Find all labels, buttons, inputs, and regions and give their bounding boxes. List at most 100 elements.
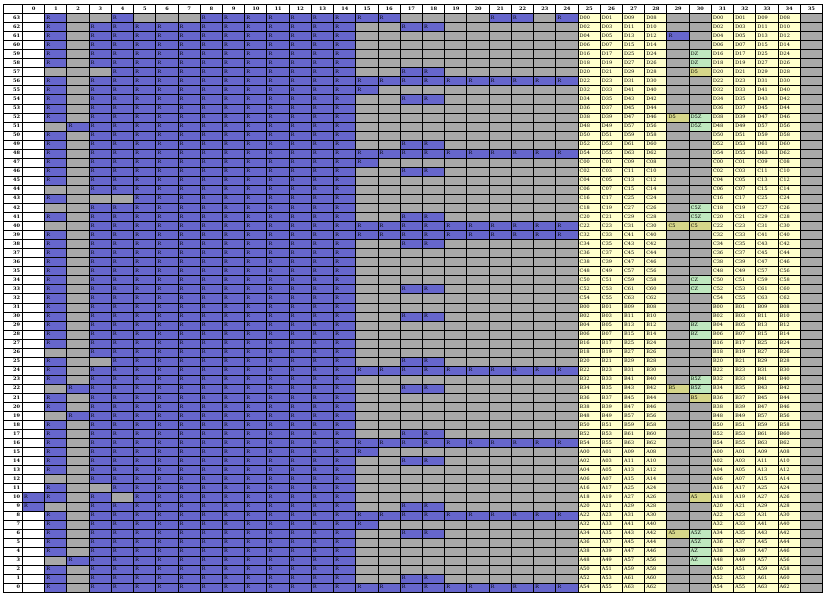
grid-cell[interactable]: B42	[645, 384, 667, 393]
grid-cell[interactable]	[556, 457, 578, 466]
grid-cell[interactable]: B5	[667, 384, 689, 393]
grid-cell[interactable]: R	[45, 511, 67, 520]
grid-cell[interactable]: B46	[778, 403, 800, 412]
grid-cell[interactable]	[400, 348, 422, 357]
grid-cell[interactable]: R	[400, 23, 422, 32]
grid-cell[interactable]	[23, 466, 45, 475]
grid-cell[interactable]: R	[200, 113, 222, 122]
grid-cell[interactable]: D19	[600, 59, 622, 68]
grid-cell[interactable]: R	[178, 23, 200, 32]
grid-cell[interactable]	[467, 339, 489, 348]
grid-cell[interactable]	[667, 330, 689, 339]
grid-cell[interactable]: D08	[778, 14, 800, 23]
grid-cell[interactable]	[800, 32, 822, 41]
grid-cell[interactable]	[667, 14, 689, 23]
grid-cell[interactable]: R	[245, 158, 267, 167]
grid-cell[interactable]: R	[245, 384, 267, 393]
grid-cell[interactable]: A29	[622, 502, 645, 511]
grid-cell[interactable]: R	[289, 95, 311, 104]
grid-cell[interactable]: B25	[622, 339, 645, 348]
grid-cell[interactable]: R	[178, 475, 200, 484]
grid-cell[interactable]: C29	[756, 213, 778, 222]
grid-cell[interactable]: R	[222, 403, 245, 412]
grid-cell[interactable]	[445, 68, 467, 77]
grid-cell[interactable]	[400, 50, 422, 59]
grid-cell[interactable]: C04	[578, 176, 600, 185]
grid-cell[interactable]	[445, 475, 467, 484]
grid-cell[interactable]: D08	[645, 14, 667, 23]
grid-cell[interactable]	[534, 312, 556, 321]
grid-cell[interactable]: R	[178, 140, 200, 149]
grid-cell[interactable]: R	[111, 448, 134, 457]
grid-cell[interactable]: R	[378, 149, 400, 158]
grid-cell[interactable]: R	[111, 23, 134, 32]
grid-cell[interactable]: R	[111, 249, 134, 258]
grid-cell[interactable]: R	[511, 149, 534, 158]
grid-cell[interactable]: R	[245, 14, 267, 23]
grid-cell[interactable]: R	[45, 339, 67, 348]
grid-cell[interactable]: R	[534, 222, 556, 231]
grid-cell[interactable]: R	[311, 131, 334, 140]
grid-cell[interactable]	[400, 375, 422, 384]
grid-cell[interactable]	[356, 240, 378, 249]
grid-cell[interactable]: C09	[756, 158, 778, 167]
grid-cell[interactable]: R	[289, 176, 311, 185]
grid-cell[interactable]: R	[400, 357, 422, 366]
grid-cell[interactable]	[467, 547, 489, 556]
grid-cell[interactable]: B11	[756, 312, 778, 321]
grid-cell[interactable]	[445, 240, 467, 249]
grid-cell[interactable]	[67, 140, 89, 149]
grid-cell[interactable]	[45, 556, 67, 565]
grid-cell[interactable]	[534, 140, 556, 149]
grid-cell[interactable]	[467, 529, 489, 538]
grid-cell[interactable]: R	[311, 176, 334, 185]
grid-cell[interactable]: D30	[645, 77, 667, 86]
grid-cell[interactable]	[556, 240, 578, 249]
grid-cell[interactable]: R	[467, 511, 489, 520]
grid-cell[interactable]	[534, 339, 556, 348]
grid-cell[interactable]	[422, 412, 445, 421]
grid-cell[interactable]: R	[556, 222, 578, 231]
grid-cell[interactable]: B39	[600, 403, 622, 412]
grid-cell[interactable]: R	[111, 95, 134, 104]
grid-cell[interactable]: B46	[645, 403, 667, 412]
grid-cell[interactable]: R	[534, 77, 556, 86]
grid-cell[interactable]: C40	[778, 231, 800, 240]
grid-cell[interactable]: C15	[622, 185, 645, 194]
grid-cell[interactable]	[667, 538, 689, 547]
grid-cell[interactable]: R	[89, 574, 111, 583]
grid-cell[interactable]: C32	[711, 231, 734, 240]
grid-cell[interactable]: R	[178, 77, 200, 86]
grid-cell[interactable]: R	[200, 475, 222, 484]
grid-cell[interactable]: C50	[711, 276, 734, 285]
grid-cell[interactable]	[689, 77, 711, 86]
grid-cell[interactable]	[422, 375, 445, 384]
grid-cell[interactable]: R	[222, 113, 245, 122]
grid-cell[interactable]: A09	[756, 448, 778, 457]
grid-cell[interactable]: A33	[600, 520, 622, 529]
grid-cell[interactable]	[689, 267, 711, 276]
grid-cell[interactable]: R	[245, 294, 267, 303]
grid-cell[interactable]: A17	[734, 484, 756, 493]
grid-cell[interactable]	[511, 538, 534, 547]
grid-cell[interactable]	[67, 222, 89, 231]
grid-cell[interactable]: R	[467, 149, 489, 158]
grid-cell[interactable]: R	[400, 574, 422, 583]
grid-cell[interactable]	[445, 393, 467, 403]
grid-cell[interactable]	[422, 421, 445, 430]
grid-cell[interactable]	[67, 167, 89, 176]
grid-cell[interactable]: R	[111, 357, 134, 366]
grid-cell[interactable]: R	[311, 439, 334, 448]
grid-cell[interactable]: C22	[578, 222, 600, 231]
grid-cell[interactable]: R	[178, 312, 200, 321]
grid-cell[interactable]: R	[156, 339, 178, 348]
grid-cell[interactable]: C37	[734, 249, 756, 258]
grid-cell[interactable]	[489, 50, 511, 59]
grid-cell[interactable]: D47	[756, 113, 778, 122]
grid-cell[interactable]	[511, 457, 534, 466]
grid-cell[interactable]: R	[134, 267, 156, 276]
grid-cell[interactable]: C44	[778, 249, 800, 258]
grid-cell[interactable]	[356, 547, 378, 556]
grid-cell[interactable]: R	[23, 502, 45, 511]
grid-cell[interactable]: R	[111, 547, 134, 556]
